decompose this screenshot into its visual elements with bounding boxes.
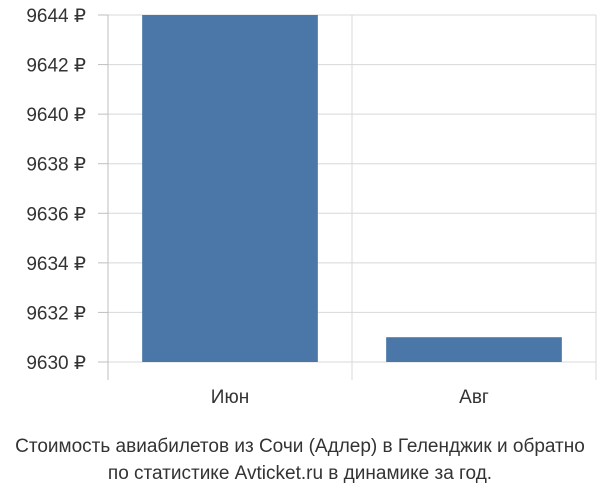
- y-tick-label: 9638 ₽: [26, 155, 86, 176]
- y-tick-label: 9636 ₽: [26, 204, 86, 225]
- x-category-label: Июн: [211, 387, 249, 408]
- y-tick-label: 9640 ₽: [26, 105, 86, 126]
- y-tick-label: 9642 ₽: [26, 56, 86, 77]
- y-tick-label: 9634 ₽: [26, 254, 86, 275]
- y-axis-tick-labels: 9630 ₽ 9632 ₽ 9634 ₽ 9636 ₽ 9638 ₽ 9640 ₽ 9642…: [26, 6, 86, 374]
- y-tick-label: 9632 ₽: [26, 303, 86, 324]
- axes: [98, 14, 108, 363]
- y-tick-label: 9644 ₽: [26, 6, 86, 27]
- x-category-label: Авг: [459, 387, 489, 408]
- y-tick-label: 9630 ₽: [26, 353, 86, 374]
- x-axis-category-labels: Июн Авг: [211, 387, 489, 408]
- bar-chart: 9630 ₽ 9632 ₽ 9634 ₽ 9636 ₽ 9638 ₽ 9640 ₽ 9642…: [26, 6, 597, 408]
- bars: [142, 15, 562, 362]
- bar-2: [386, 337, 562, 362]
- bar-1: [142, 15, 318, 362]
- chart-caption-line-2: по статистике Avticket.ru в динамике за …: [107, 463, 493, 484]
- chart-caption-line-1: Стоимость авиабилетов из Сочи (Адлер) в …: [15, 436, 585, 457]
